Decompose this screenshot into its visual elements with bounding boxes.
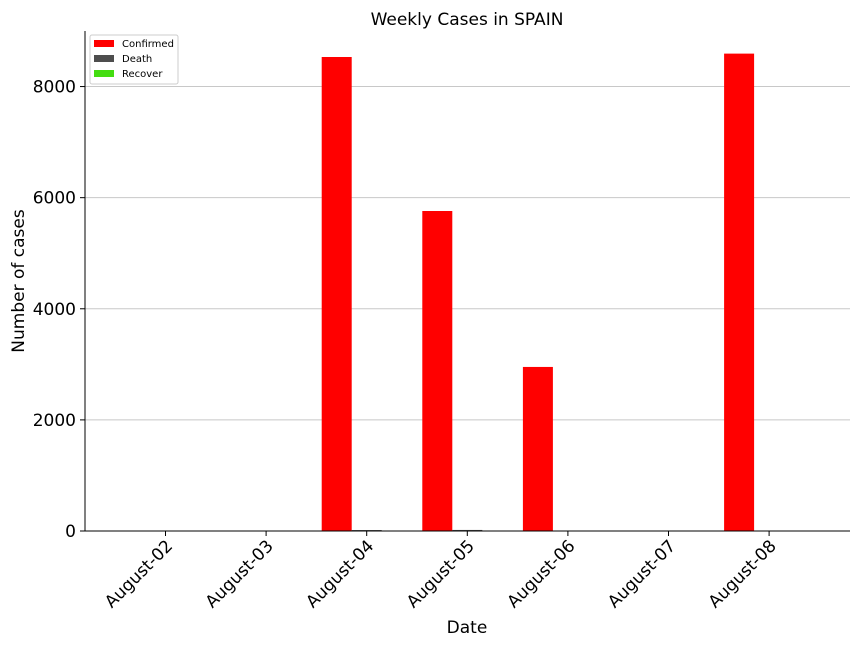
legend: Confirmed Death Recover [89,34,179,85]
bar-confirmed [321,57,352,531]
chart-title: Weekly Cases in SPAIN [371,10,564,30]
legend-swatch [94,55,114,62]
legend-label: Confirmed [122,39,174,50]
bar-confirmed [724,53,755,531]
y-tick-label: 2000 [33,411,76,431]
y-tick-label: 6000 [33,189,76,209]
y-tick-label: 0 [65,522,76,542]
bar-death [452,529,483,531]
x-axis-title: Date [447,618,488,638]
y-ticks: 0 2000 4000 6000 8000 [33,78,85,542]
legend-swatch [94,40,114,47]
y-axis-title: Number of cases [9,209,29,353]
bar-confirmed [522,366,553,531]
bar-confirmed [422,211,453,531]
legend-swatch [94,70,114,77]
legend-label: Death [122,54,152,65]
legend-label: Recover [122,69,163,80]
bars [321,53,755,531]
y-tick-label: 4000 [33,300,76,320]
gridlines [85,86,850,421]
y-tick-label: 8000 [33,78,76,98]
